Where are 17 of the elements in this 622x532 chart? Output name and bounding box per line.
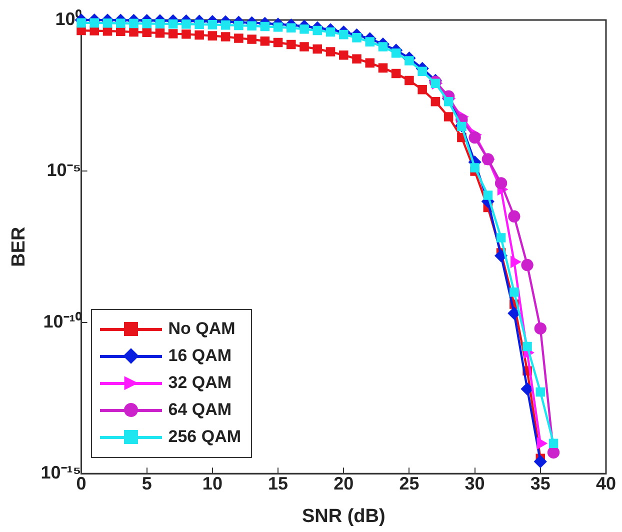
x-tick-label: 40 (596, 473, 616, 494)
x-tick-label: 5 (142, 473, 152, 494)
x-tick-label: 30 (464, 473, 485, 494)
legend-label: No QAM (168, 319, 236, 340)
legend-label: 32 QAM (168, 373, 232, 394)
x-tick-label: 20 (334, 473, 354, 494)
x-axis-title: SNR (dB) (302, 506, 386, 527)
y-axis-title: BER (8, 226, 30, 267)
legend-label: 16 QAM (168, 346, 232, 366)
y-tick-label: 10⁻⁵ (46, 160, 82, 180)
y-tick-label: 10⁻¹⁰ (43, 311, 82, 332)
x-tick-label: 10 (202, 473, 222, 494)
x-tick-label: 25 (399, 473, 420, 494)
x-tick-label: 15 (268, 473, 288, 494)
x-tick-label: 35 (530, 473, 550, 494)
legend-label: 64 QAM (168, 400, 232, 420)
legend-label: 256 QAM (168, 427, 242, 448)
